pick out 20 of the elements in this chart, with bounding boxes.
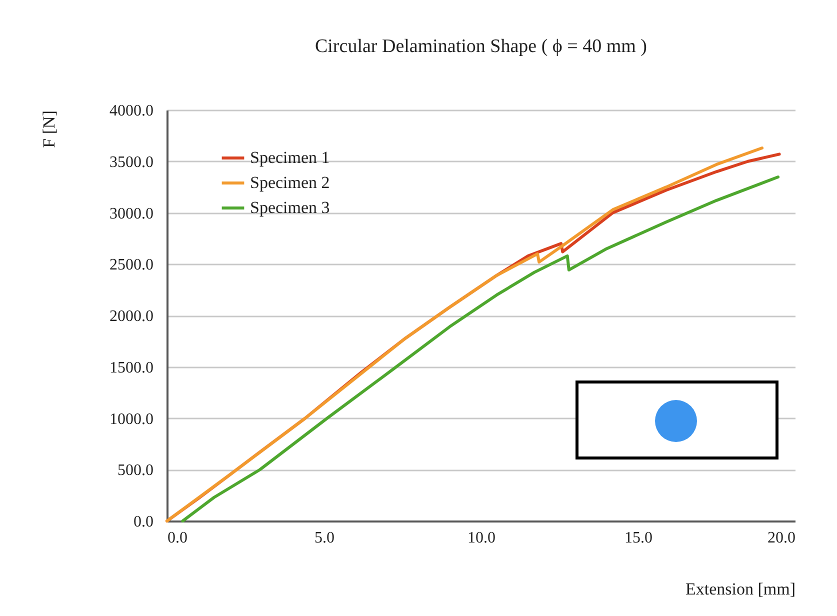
x-tick-label: 5.0 <box>314 530 334 546</box>
x-axis-title: Extension [mm] <box>685 580 796 598</box>
x-tick-label: 0.0 <box>168 530 188 546</box>
y-tick-label: 500.0 <box>118 462 154 480</box>
x-tick-label: 10.0 <box>468 530 496 546</box>
y-tick-label: 2500.0 <box>110 256 154 274</box>
legend-label: Specimen 1 <box>250 148 330 167</box>
y-tick-label: 4000.0 <box>110 102 154 120</box>
y-tick-label: 3500.0 <box>110 154 154 171</box>
legend-label: Specimen 3 <box>250 198 330 217</box>
y-tick-label: 0.0 <box>134 514 154 530</box>
y-axis-title: F [N] <box>40 110 58 148</box>
legend-label: Specimen 2 <box>250 173 330 192</box>
x-tick-label: 20.0 <box>768 530 796 546</box>
y-tick-label: 3000.0 <box>110 205 154 222</box>
y-tick-label: 2000.0 <box>110 308 154 325</box>
x-tick-label: 15.0 <box>624 530 652 546</box>
chart-title: Circular Delamination Shape ( ϕ = 40 mm ) <box>314 36 648 57</box>
y-tick-label: 1500.0 <box>110 359 154 376</box>
y-tick-label: 1000.0 <box>110 410 154 428</box>
